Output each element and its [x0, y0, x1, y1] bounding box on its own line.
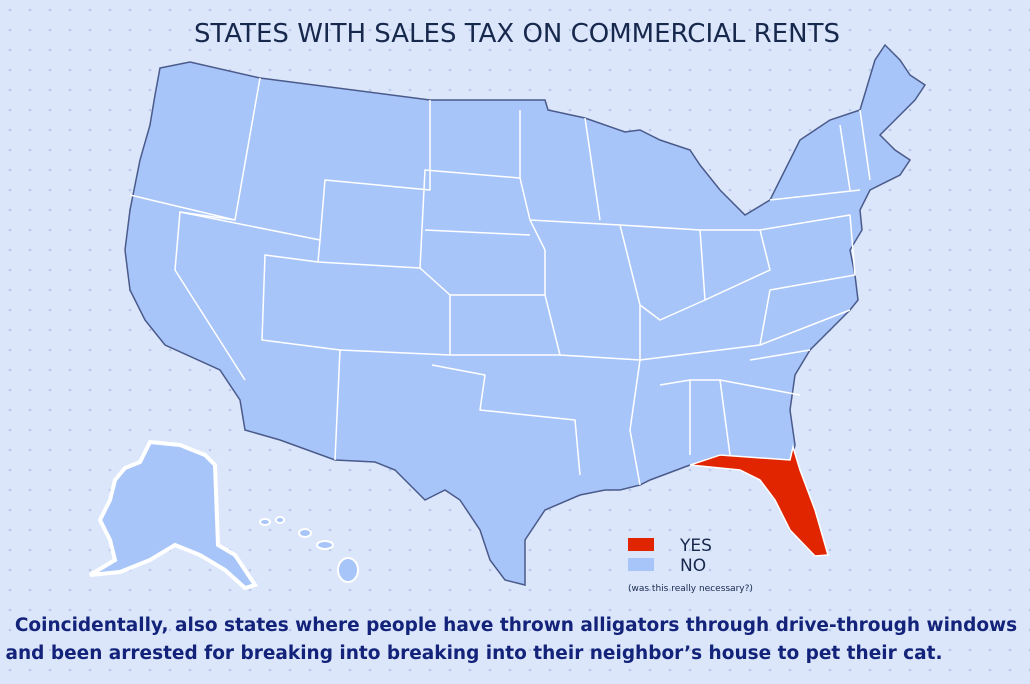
us-map — [88, 43, 927, 591]
legend-note: (was this really necessary?) — [628, 584, 753, 594]
legend-swatch — [628, 538, 654, 551]
hawaii — [259, 516, 359, 583]
caption-line: Coincidentally, also states where people… — [15, 615, 1017, 636]
caption-line: and been arrested for breaking into brea… — [6, 643, 943, 664]
florida — [689, 444, 829, 557]
state-borders — [129, 77, 871, 486]
title: STATES WITH SALES TAX ON COMMERCIAL RENT… — [194, 19, 840, 49]
legend-label: NO — [680, 556, 706, 576]
alaska — [88, 439, 259, 591]
legend-label: YES — [679, 536, 712, 556]
legend-swatch — [628, 558, 654, 571]
